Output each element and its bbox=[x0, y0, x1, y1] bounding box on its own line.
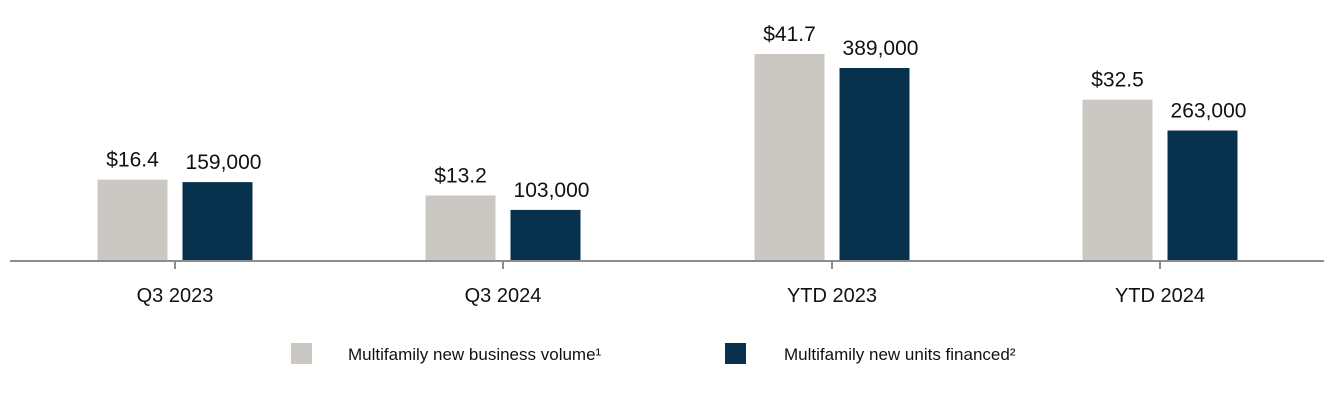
value-label-units-1: 103,000 bbox=[514, 179, 590, 202]
value-label-volume-0: $16.4 bbox=[106, 149, 159, 172]
value-label-volume-2: $41.7 bbox=[763, 23, 816, 46]
legend-swatch-units bbox=[725, 343, 746, 364]
x-ticks-group: Q3 2023 Q3 2024 YTD 2023 YTD 2024 bbox=[137, 261, 1205, 307]
value-label-volume-1: $13.2 bbox=[434, 164, 487, 187]
bar-volume-1 bbox=[425, 195, 496, 261]
x-tick-label-1: Q3 2024 bbox=[465, 285, 542, 307]
bar-units-2 bbox=[839, 68, 910, 261]
value-label-units-3: 263,000 bbox=[1171, 100, 1247, 123]
x-tick-label-3: YTD 2024 bbox=[1115, 285, 1205, 307]
bar-units-0 bbox=[182, 182, 253, 261]
value-label-volume-3: $32.5 bbox=[1091, 69, 1144, 92]
bar-units-3 bbox=[1167, 130, 1238, 261]
legend-label-volume: Multifamily new business volume¹ bbox=[348, 345, 602, 364]
bar-units-1 bbox=[510, 209, 581, 261]
x-tick-label-0: Q3 2023 bbox=[137, 285, 214, 307]
legend-swatch-volume bbox=[291, 343, 312, 364]
legend-label-units: Multifamily new units financed² bbox=[784, 345, 1016, 364]
value-labels-group: $16.4 159,000 $13.2 103,000 $41.7 389,000 $32.… bbox=[106, 23, 1246, 202]
legend: Multifamily new business volume¹ Multifam… bbox=[291, 343, 1016, 364]
bar-volume-3 bbox=[1082, 99, 1153, 261]
bar-volume-2 bbox=[754, 54, 825, 261]
value-label-units-0: 159,000 bbox=[186, 151, 262, 174]
value-label-units-2: 389,000 bbox=[843, 37, 919, 60]
bar-volume-0 bbox=[97, 179, 168, 261]
bars-group bbox=[97, 54, 1238, 261]
x-tick-label-2: YTD 2023 bbox=[787, 285, 877, 307]
